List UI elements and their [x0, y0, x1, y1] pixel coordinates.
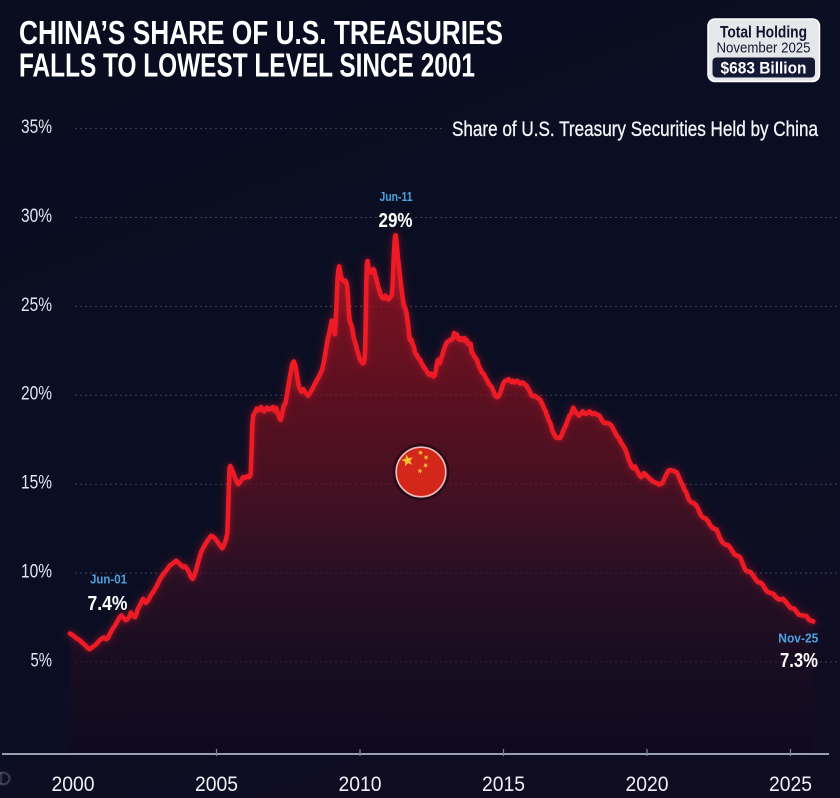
- svg-text:29%: 29%: [379, 209, 413, 232]
- svg-text:November 2025: November 2025: [717, 41, 811, 57]
- svg-text:15%: 15%: [21, 473, 52, 494]
- svg-text:10%: 10%: [21, 562, 52, 583]
- svg-text:30%: 30%: [21, 206, 52, 227]
- svg-text:FALLS TO LOWEST LEVEL SINCE 20: FALLS TO LOWEST LEVEL SINCE 2001: [19, 48, 475, 85]
- svg-text:2000: 2000: [52, 773, 95, 796]
- svg-text:2025: 2025: [769, 773, 812, 796]
- svg-text:Jun-11: Jun-11: [380, 189, 413, 204]
- svg-text:7.4%: 7.4%: [88, 592, 128, 615]
- svg-text:Nov-25: Nov-25: [778, 631, 818, 646]
- svg-text:CHINA’S SHARE OF U.S. TREASURI: CHINA’S SHARE OF U.S. TREASURIES: [19, 15, 503, 52]
- svg-text:5%: 5%: [31, 650, 53, 671]
- svg-text:$683 Billion: $683 Billion: [721, 59, 807, 78]
- svg-text:35%: 35%: [21, 117, 52, 138]
- svg-text:Share of U.S. Treasury Securit: Share of U.S. Treasury Securities Held b…: [452, 118, 818, 141]
- svg-text:2010: 2010: [339, 773, 382, 796]
- svg-text:Jun-01: Jun-01: [90, 572, 127, 587]
- svg-text:25%: 25%: [21, 295, 52, 316]
- svg-text:2015: 2015: [482, 773, 525, 796]
- svg-text:20%: 20%: [21, 384, 52, 405]
- svg-text:2005: 2005: [195, 773, 238, 796]
- svg-text:2020: 2020: [626, 773, 669, 796]
- svg-text:Total Holding: Total Holding: [720, 24, 807, 42]
- svg-text:7.3%: 7.3%: [780, 649, 818, 672]
